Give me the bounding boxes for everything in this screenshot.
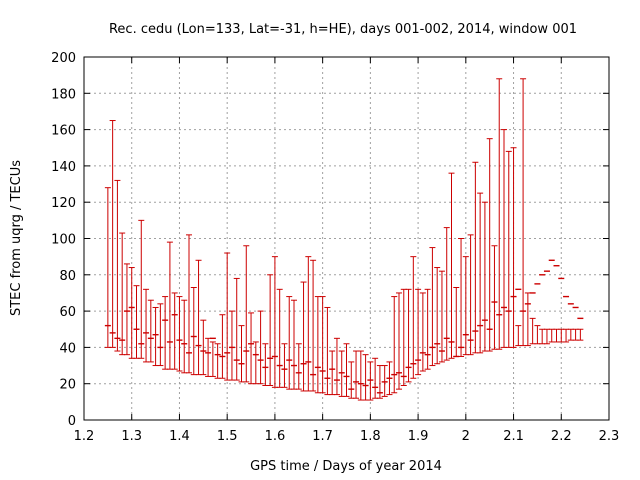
y-tick-label: 160 — [51, 124, 76, 139]
x-tick-label: 2.2 — [551, 429, 572, 444]
error-bars — [104, 78, 584, 401]
x-tick-label: 1.8 — [360, 429, 381, 444]
y-tick-label: 60 — [59, 305, 76, 320]
x-tick-label: 1.6 — [265, 429, 286, 444]
x-tick-label: 2.1 — [503, 429, 524, 444]
y-tick-label: 20 — [59, 378, 76, 393]
y-axis-label: STEC from uqrg / TECUs — [9, 160, 24, 316]
chart-title: Rec. cedu (Lon=133, Lat=-31, h=HE), days… — [109, 22, 577, 37]
y-tick-label: 100 — [51, 233, 76, 248]
x-tick-label: 1.3 — [121, 429, 142, 444]
x-tick-label: 2.3 — [599, 429, 620, 444]
x-tick-label: 1.9 — [408, 429, 429, 444]
y-tick-label: 0 — [68, 414, 76, 429]
y-tick-label: 120 — [51, 196, 76, 211]
x-axis-label: GPS time / Days of year 2014 — [250, 459, 442, 474]
axis-ticks: 1.2 1.3 1.4 1.5 1.6 1.7 1.8 1.9 2 2.1 2.2 2.3 0 20 40 6… — [51, 51, 619, 444]
x-tick-label: 1.2 — [74, 429, 95, 444]
y-tick-label: 80 — [59, 269, 76, 284]
y-tick-label: 200 — [51, 51, 76, 66]
x-tick-label: 2 — [462, 429, 470, 444]
x-tick-label: 1.4 — [169, 429, 190, 444]
x-tick-label: 1.5 — [217, 429, 238, 444]
grid — [84, 57, 609, 420]
x-tick-label: 1.7 — [312, 429, 333, 444]
y-tick-label: 40 — [59, 341, 76, 356]
y-tick-label: 140 — [51, 160, 76, 175]
y-tick-label: 180 — [51, 87, 76, 102]
